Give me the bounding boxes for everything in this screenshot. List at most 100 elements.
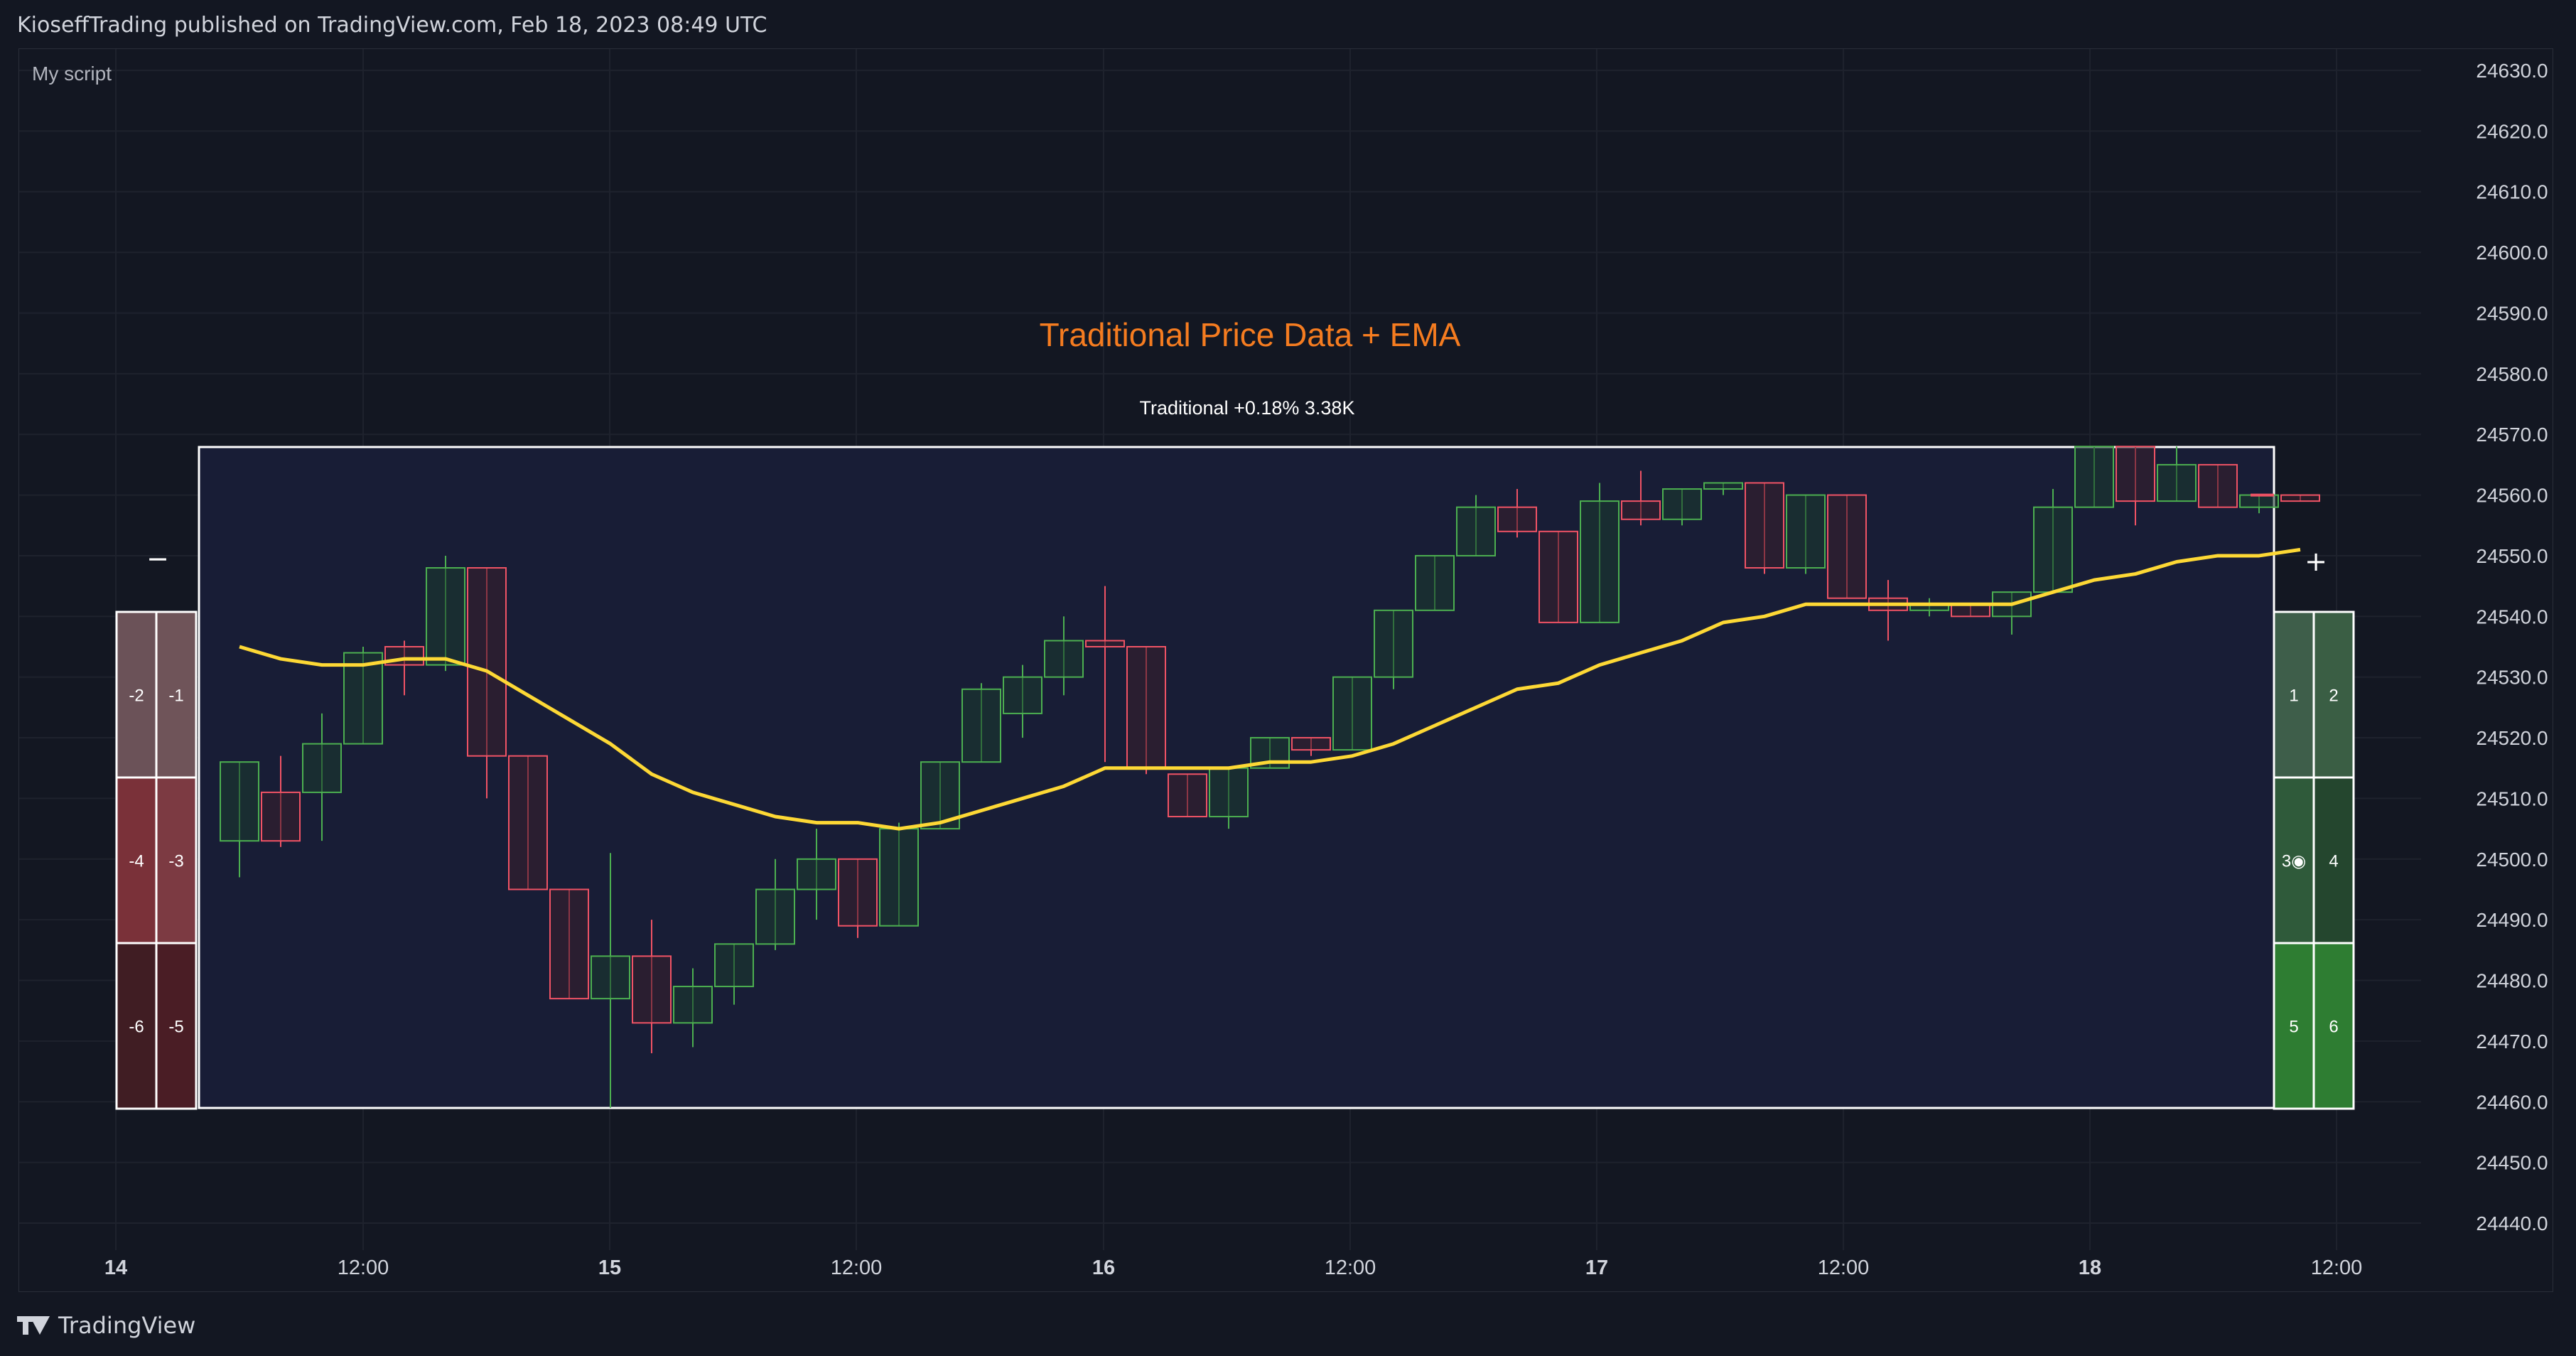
candle[interactable] [1003,664,1042,738]
candle[interactable] [1621,470,1661,526]
candle-body [1209,767,1249,818]
candle[interactable] [755,859,795,950]
candle[interactable] [1662,488,1702,526]
y-tick-label: 24450.0 [2476,1152,2548,1174]
candle[interactable] [714,943,754,1005]
candle[interactable] [1827,494,1867,599]
candle-body [2239,494,2279,508]
tradingview-logo-icon [17,1316,51,1335]
heat-cell-label: 5 [2289,1018,2298,1037]
candle[interactable] [838,858,878,938]
candle-body [1497,506,1537,532]
candle[interactable] [467,567,507,799]
candle[interactable] [220,761,259,878]
candle-body [1538,530,1578,623]
candle[interactable] [1209,767,1249,829]
candle[interactable] [673,968,713,1048]
heat-cell-label: -6 [129,1018,144,1037]
candle[interactable] [2280,494,2320,502]
y-tick-label: 24460.0 [2476,1091,2548,1113]
candle-body [591,955,630,1000]
y-tick-label: 24570.0 [2476,424,2548,446]
candle[interactable] [1745,482,1784,574]
candle-body [2198,463,2238,508]
chart-pane[interactable]: My script -2 -1 -4 -3 -6 -5 1 2 3◉ 4 5 6 − + Traditio… [18,48,2553,1292]
heat-cell-label: -1 [168,687,183,706]
candle-body [797,858,836,890]
candle[interactable] [1168,773,1207,818]
candle-body [261,791,301,842]
candle[interactable] [302,713,342,841]
candle[interactable] [2157,446,2197,502]
heat-cell-label: -4 [129,852,144,871]
candle[interactable] [1456,495,1496,556]
candle-body [632,955,672,1024]
x-tick-label: 12:00 [2311,1257,2363,1279]
candle[interactable] [549,888,589,1000]
x-tick-label: 12:00 [1818,1257,1870,1279]
candle-body [1415,554,1455,611]
candle-body [426,567,465,666]
heat-cell [115,776,158,945]
heat-cell-label: -2 [129,687,144,706]
candle[interactable] [1538,530,1578,623]
candle[interactable] [1951,603,1990,618]
heatmap-right-marker: + [2305,546,2327,577]
candle[interactable] [1580,483,1620,623]
candle[interactable] [2074,446,2114,508]
candle-body [343,652,383,745]
x-tick-label: 12:00 [1325,1257,1376,1279]
y-tick-label: 24530.0 [2476,667,2548,689]
candle-body [1332,676,1372,751]
candle[interactable] [1786,494,1826,574]
candle[interactable] [508,755,548,890]
candle[interactable] [1332,676,1372,751]
candle-body [1580,500,1620,623]
candle[interactable] [1044,616,1084,696]
candle-body [1951,603,1990,618]
heat-cell [2312,942,2355,1110]
candle[interactable] [1374,609,1413,689]
candle[interactable] [2198,463,2238,508]
candle[interactable] [343,647,383,745]
candle[interactable] [1291,737,1331,756]
candle[interactable] [426,555,465,672]
heat-cell [155,610,198,779]
x-tick-label: 12:00 [338,1257,389,1279]
candle-body [508,755,548,890]
candle-body [2074,446,2114,508]
candle-body [1456,506,1496,556]
candle[interactable] [1703,482,1743,495]
candle[interactable] [961,683,1001,763]
x-tick-label: 18 [2079,1257,2101,1279]
tradingview-brand[interactable]: TradingView [17,1312,195,1339]
heat-cell-label: -3 [168,852,183,871]
candle-body [2033,506,2073,593]
candle-body [1662,488,1702,520]
heat-cell-label: 3◉ [2282,852,2306,871]
y-tick-label: 24440.0 [2476,1212,2548,1234]
candle[interactable] [632,920,672,1053]
candle[interactable] [591,853,630,1108]
candle[interactable] [1126,646,1166,775]
candle[interactable] [2116,446,2155,526]
candle[interactable] [1085,586,1125,763]
candle[interactable] [1497,489,1537,538]
candle-body [467,567,507,757]
heat-cell [155,776,198,945]
candle[interactable] [797,829,836,920]
y-tick-label: 24500.0 [2476,849,2548,871]
candle[interactable] [1415,554,1455,611]
footer: TradingView [0,1293,2576,1356]
candle[interactable] [261,755,301,847]
heat-cell [2312,776,2355,945]
candle-body [961,688,1001,763]
chart[interactable]: My script -2 -1 -4 -3 -6 -5 1 2 3◉ 4 5 6 − + Traditio… [19,49,2554,1293]
y-tick-label: 24560.0 [2476,485,2548,507]
candle[interactable] [879,822,919,927]
y-tick-label: 24510.0 [2476,787,2548,809]
ema-line [239,547,2301,831]
chart-subtitle: Traditional +0.18% 3.38K [1140,397,1355,419]
chart-title: Traditional Price Data + EMA [1040,316,1461,353]
candle-body [1044,640,1084,678]
